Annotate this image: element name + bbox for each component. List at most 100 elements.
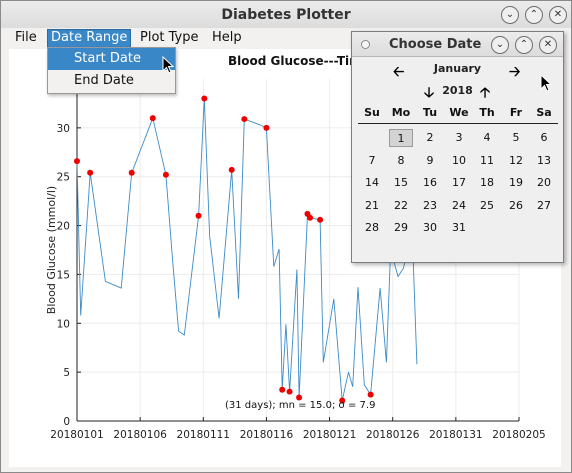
dialog-maximize-icon[interactable]: ⌃ [515,36,533,54]
x-tick-label: 20180131 [429,429,482,441]
calendar-day[interactable]: 31 [452,221,466,234]
x-tick-label: 20180205 [492,429,545,441]
next-year-icon[interactable]: 🡡 [480,85,491,101]
calendar-day[interactable]: 23 [423,198,437,212]
stats-annotation: (31 days); mn = 15.0; σ = 7.9 [225,400,375,411]
calendar-day[interactable]: 28 [365,221,379,234]
weekday-header: We [449,106,469,119]
high-low-point [201,95,208,102]
calendar-day[interactable]: 2 [426,131,434,144]
x-tick-label: 20180101 [50,429,103,441]
window-title: Diabetes Plotter [221,7,351,23]
x-tick-label: 20180126 [366,429,420,441]
menu-plot-type[interactable]: Plot Type [140,30,199,45]
calendar-day[interactable]: 25 [480,198,494,212]
high-low-point [74,158,80,165]
x-tick-label: 20180121 [303,429,356,441]
y-tick-label: 30 [57,123,70,135]
calendar-day[interactable]: 9 [426,153,434,167]
calendar-day[interactable]: 3 [455,131,463,144]
calendar-day[interactable]: 20 [537,176,551,189]
calendar-day[interactable]: 6 [540,131,548,144]
high-low-point [339,397,346,404]
calendar-day[interactable]: 21 [365,198,379,212]
x-tick-label: 20180111 [177,429,230,441]
y-axis-label: Blood Glucose (mmol/l) [45,186,58,314]
y-tick-label: 5 [63,367,70,379]
x-tick-label: 20180106 [113,429,167,441]
high-low-point [195,212,202,219]
next-month-icon[interactable]: 🡢 [509,64,521,80]
calendar-day[interactable]: 24 [452,198,466,212]
calendar-day[interactable]: 16 [423,176,437,189]
calendar-day[interactable]: 18 [480,176,494,189]
calendar-day[interactable]: 22 [394,198,408,212]
weekday-header: Tu [422,106,438,119]
close-icon[interactable]: ✕ [549,6,567,24]
year-label: 2018 [442,84,473,97]
calendar-day[interactable]: 10 [452,153,466,167]
minimize-icon[interactable]: ⌄ [501,6,519,24]
weekday-header: Mo [391,106,411,119]
choose-date-dialog: Choose Date ⌄ ⌃ ✕ 🡠 January 🡢 🡣 2018 🡡 S… [351,31,564,263]
weekday-header: Sa [536,106,552,119]
dialog-mouse-pointer-icon [540,74,553,92]
prev-year-icon[interactable]: 🡣 [424,85,435,101]
calendar-day[interactable]: 5 [512,131,520,144]
dialog-menu-icon[interactable] [361,40,370,49]
high-low-point [307,214,314,221]
dialog-minimize-icon[interactable]: ⌄ [491,36,509,54]
dialog-title-bar[interactable]: Choose Date ⌄ ⌃ ✕ [352,32,563,57]
menu-help[interactable]: Help [212,30,242,45]
high-low-point [149,115,156,122]
high-low-point [241,116,248,123]
high-low-point [162,171,169,178]
high-low-point [263,124,270,131]
high-low-point [128,169,135,176]
high-low-point [317,216,324,223]
high-low-point [228,166,235,173]
calendar-day[interactable]: 11 [480,153,494,167]
maximize-icon[interactable]: ⌃ [525,6,543,24]
high-low-point [87,169,94,176]
dialog-title: Choose Date [389,37,482,52]
y-tick-label: 0 [63,416,70,428]
start-date-item[interactable]: Start Date [48,48,175,70]
high-low-point [367,391,374,398]
calendar-day[interactable]: 14 [365,176,379,189]
y-tick-label: 25 [57,172,70,184]
y-tick-label: 20 [57,221,70,233]
title-bar[interactable]: Diabetes Plotter ⌄ ⌃ ✕ [1,1,571,29]
calendar-day[interactable]: 17 [452,176,466,189]
y-tick-label: 15 [57,269,70,281]
month-label: January [433,62,482,75]
end-date-item[interactable]: End Date [74,73,134,88]
y-tick-label: 10 [57,318,70,330]
calendar-day[interactable]: 19 [509,176,523,189]
calendar-day[interactable]: 26 [509,198,523,212]
calendar-day[interactable]: 7 [368,153,376,167]
weekday-header: Fr [509,106,523,119]
plot-title: Blood Glucose---Tim [228,54,362,68]
calendar-day[interactable]: 15 [394,176,408,189]
calendar-day[interactable]: 27 [537,198,551,212]
calendar-day[interactable]: 30 [423,221,437,234]
high-low-point [296,394,303,401]
date-range-dropdown: Start Date End Date [47,47,176,94]
prev-month-icon[interactable]: 🡠 [393,64,405,80]
calendar-day[interactable]: 1 [389,129,413,147]
x-tick-label: 20180116 [240,429,294,441]
dialog-close-icon[interactable]: ✕ [539,36,557,54]
glucose-line-series [76,98,418,401]
high-low-point [279,386,286,393]
header-divider [358,123,558,124]
menu-date-range[interactable]: Date Range [46,29,132,48]
calendar-day[interactable]: 29 [394,221,408,234]
calendar-day[interactable]: 12 [509,153,523,167]
menu-file[interactable]: File [15,30,37,45]
high-low-point [286,388,293,395]
calendar-day[interactable]: 4 [483,131,491,144]
calendar-day[interactable]: 13 [537,153,551,167]
calendar-day[interactable]: 8 [397,153,405,167]
weekday-header: Su [364,106,380,119]
